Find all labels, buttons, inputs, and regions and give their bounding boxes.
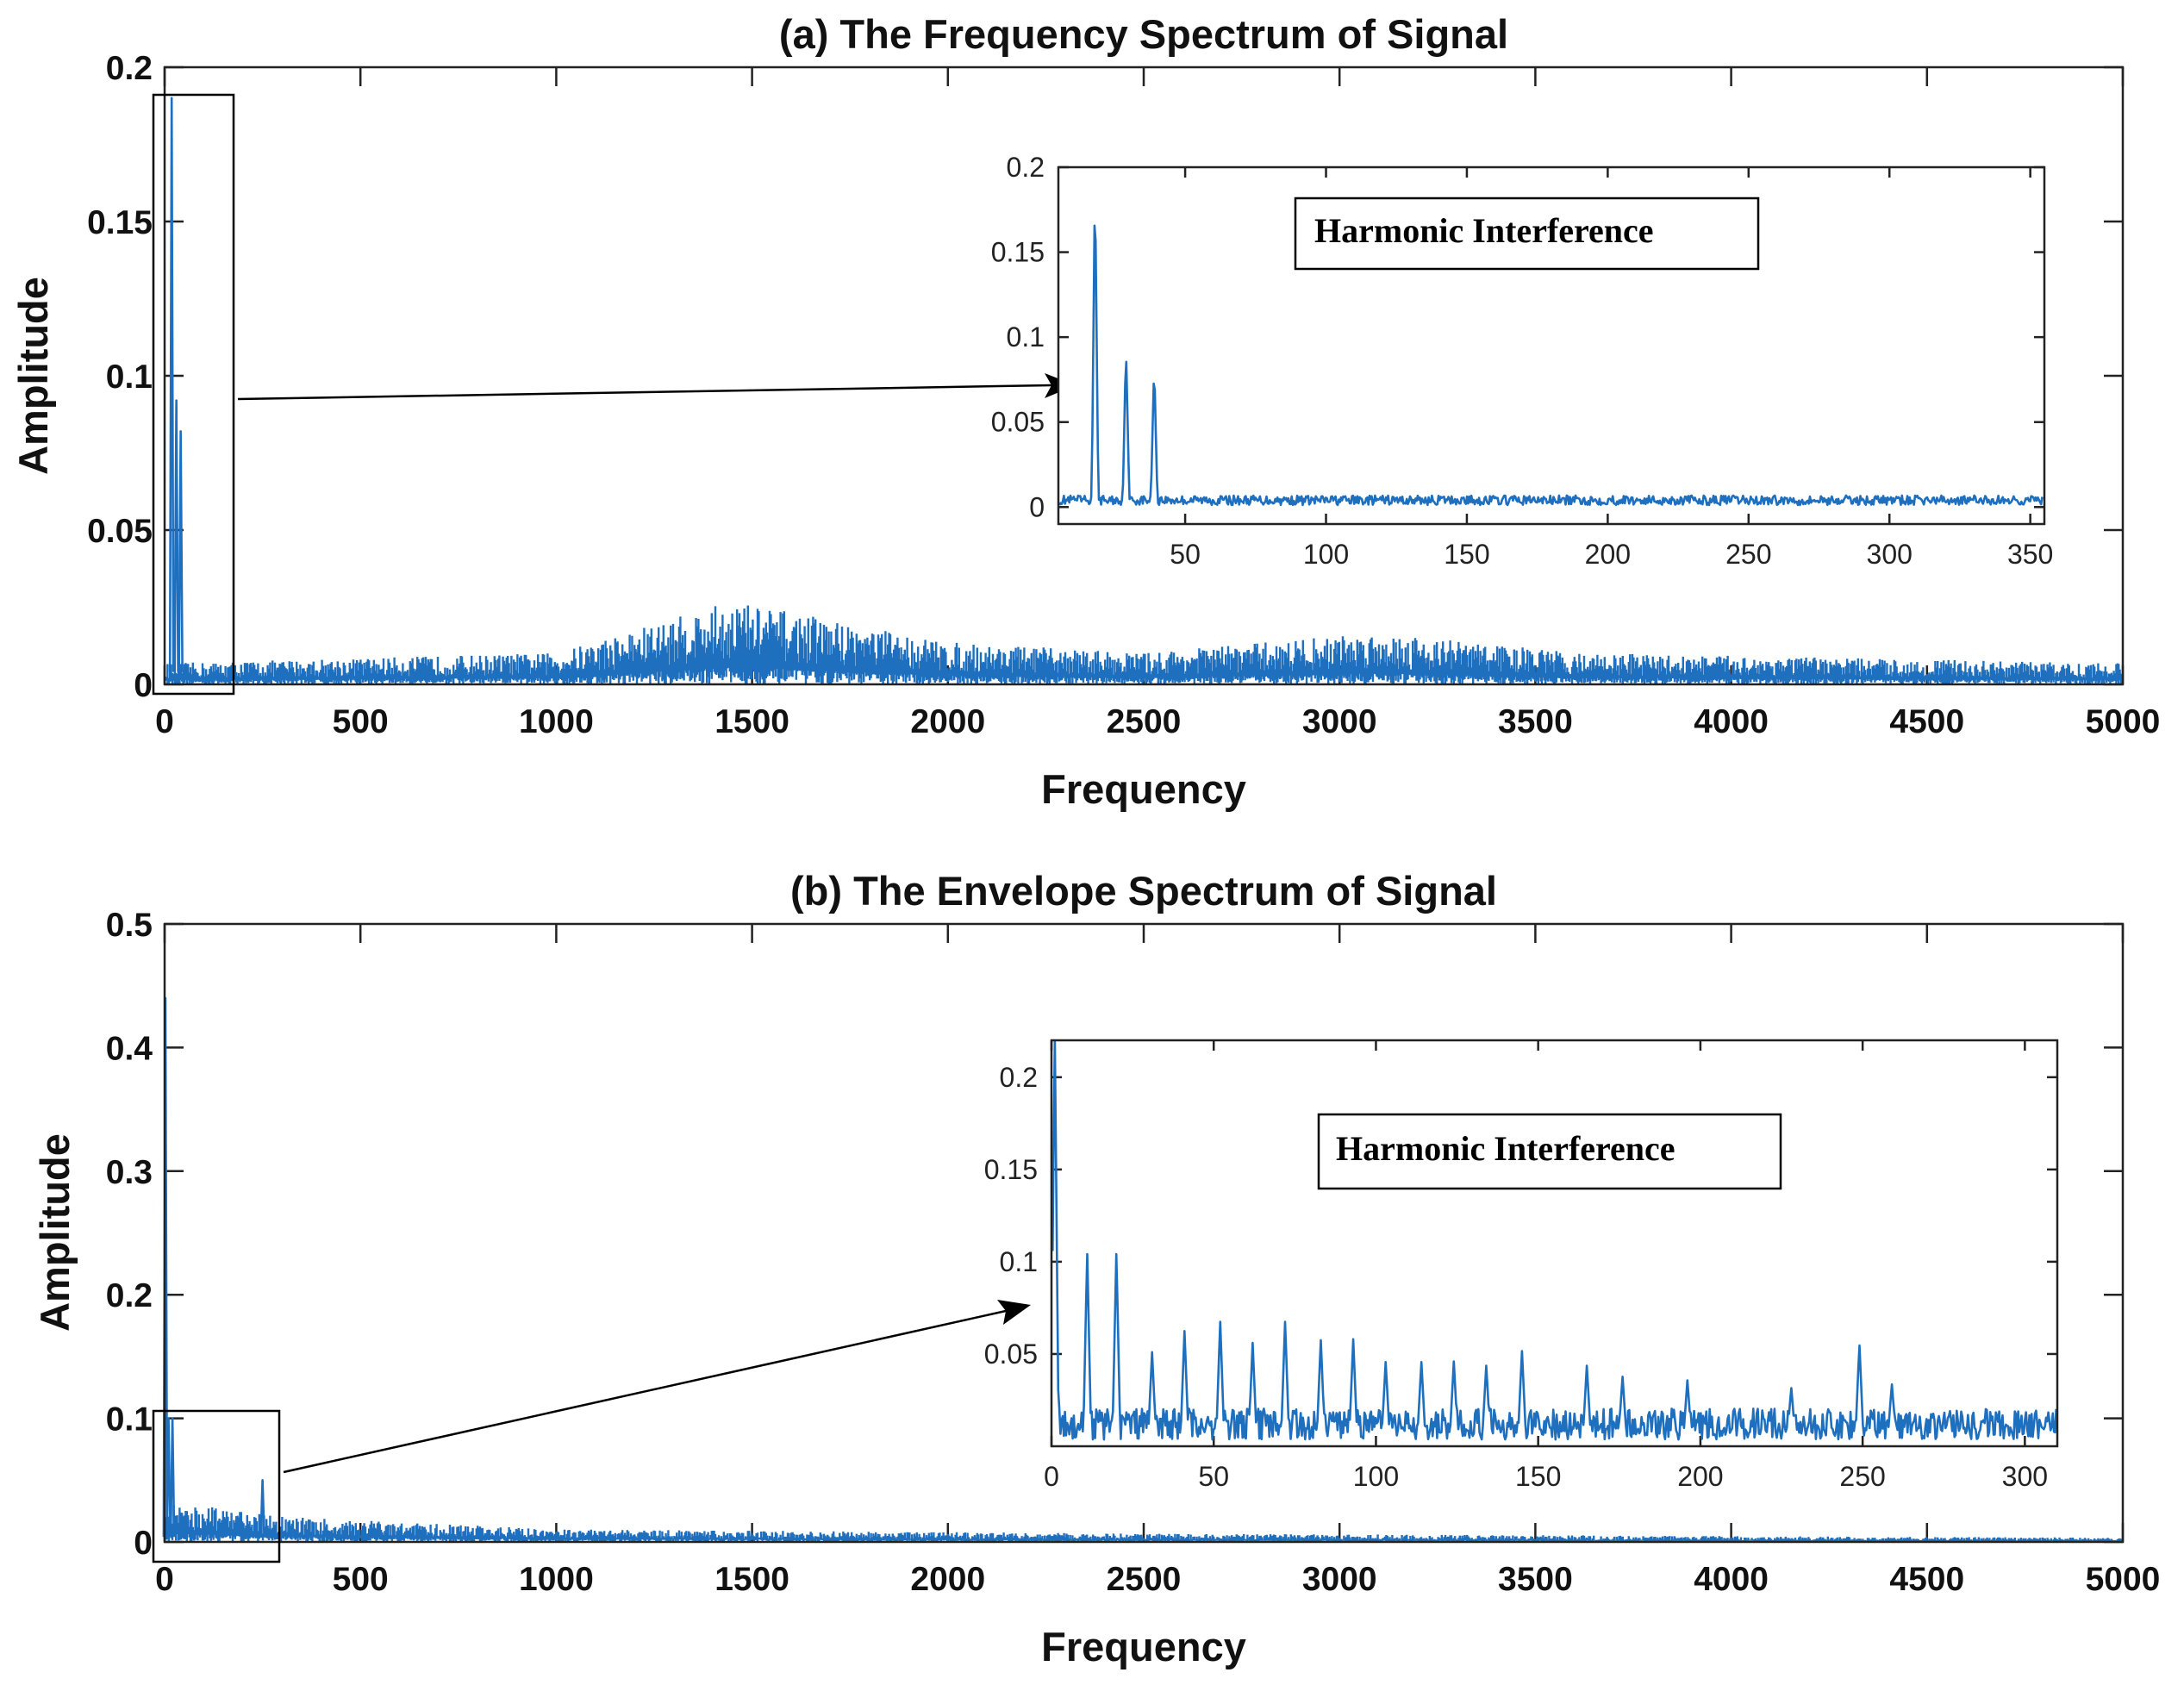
inset-zoom: 0 50 100 150 200 250 300 0.05 0.1 0.15 0.2 Harmoni… bbox=[984, 1039, 2059, 1492]
x-tick-label: 1000 bbox=[519, 1561, 594, 1598]
x-tick-label: 4500 bbox=[1889, 1561, 1964, 1598]
x-tick-label: 250 bbox=[1725, 539, 1771, 570]
x-tick-label: 3000 bbox=[1302, 1561, 1377, 1598]
spectral-peak bbox=[178, 430, 184, 672]
zoom-region-box bbox=[152, 1409, 281, 1563]
zoom-arrow-head bbox=[997, 1300, 1031, 1325]
zoom-region-box bbox=[152, 93, 235, 696]
x-axis-label: Frequency bbox=[1041, 766, 1246, 812]
legend-box bbox=[1317, 1113, 1782, 1190]
spectral-peak bbox=[165, 1417, 172, 1538]
x-tick-label: 500 bbox=[333, 703, 389, 740]
plot-area bbox=[163, 66, 2125, 686]
y-tick-label: 0.05 bbox=[991, 407, 1045, 438]
x-tick-label: 1500 bbox=[714, 703, 789, 740]
inset-data-series bbox=[1051, 1039, 2057, 1441]
x-tick-label: 3500 bbox=[1498, 1561, 1573, 1598]
x-tick-label: 5000 bbox=[2086, 1561, 2161, 1598]
x-tick-label: 200 bbox=[1585, 539, 1631, 570]
zoom-arrow-line bbox=[237, 384, 1052, 401]
x-tick-label: 300 bbox=[2002, 1461, 2048, 1492]
x-tick-label: 150 bbox=[1444, 539, 1489, 570]
x-tick-label: 50 bbox=[1198, 1461, 1229, 1492]
y-tick-label: 0.05 bbox=[984, 1339, 1038, 1370]
axis-ticks: 0 500 1000 1500 2000 2500 3000 3500 4000 4500 5000… bbox=[87, 50, 2160, 740]
inset-zoom: 50 100 150 200 250 300 350 0 0.05 0.1 0.15 0.2 Harm… bbox=[991, 152, 2054, 570]
chart-title: (b) The Envelope Spectrum of Signal bbox=[790, 868, 1497, 914]
y-tick-label: 0.2 bbox=[106, 50, 153, 87]
inset-plot-area bbox=[1050, 1039, 2059, 1448]
y-tick-label: 0.4 bbox=[106, 1030, 153, 1067]
x-tick-label: 100 bbox=[1353, 1461, 1399, 1492]
x-tick-label: 500 bbox=[333, 1561, 389, 1598]
y-tick-label: 0.5 bbox=[106, 907, 153, 944]
y-tick-label: 0.15 bbox=[87, 204, 153, 241]
spectral-peak bbox=[169, 1417, 176, 1538]
x-tick-label: 200 bbox=[1677, 1461, 1723, 1492]
x-tick-label: 4000 bbox=[1694, 1561, 1769, 1598]
x-tick-label: 0 bbox=[155, 703, 174, 740]
y-tick-label: 0.15 bbox=[991, 237, 1045, 268]
x-tick-label: 5000 bbox=[2086, 703, 2161, 740]
x-tick-label: 1000 bbox=[519, 703, 594, 740]
inset-trace bbox=[1058, 224, 2044, 507]
y-tick-label: 0.15 bbox=[984, 1154, 1038, 1185]
axis-ticks: 0 500 1000 1500 2000 2500 3000 3500 4000 4500 5000… bbox=[106, 907, 2161, 1598]
x-tick-label: 0 bbox=[155, 1561, 174, 1598]
x-tick-label: 3500 bbox=[1498, 703, 1573, 740]
data-series bbox=[165, 97, 2123, 684]
x-axis-label: Frequency bbox=[1041, 1624, 1246, 1669]
legend: Harmonic Interference bbox=[1294, 197, 1760, 271]
panel-frequency-spectrum: (a) The Frequency Spectrum of Signal Fre… bbox=[10, 11, 2160, 812]
x-tick-label: 150 bbox=[1515, 1461, 1561, 1492]
panel-envelope-spectrum: (b) The Envelope Spectrum of Signal Freq… bbox=[32, 868, 2160, 1669]
y-tick-label: 0.1 bbox=[106, 359, 153, 396]
zoom-arrow-line bbox=[283, 1309, 1007, 1474]
y-axis-label: Amplitude bbox=[10, 277, 56, 475]
y-tick-label: 0.1 bbox=[106, 1401, 153, 1438]
y-tick-label: 0 bbox=[134, 667, 153, 704]
spectral-peak bbox=[259, 1479, 265, 1538]
inset-plot-area bbox=[1057, 165, 2046, 526]
y-tick-label: 0 bbox=[134, 1525, 153, 1562]
y-tick-label: 0.2 bbox=[106, 1277, 153, 1314]
legend-box bbox=[1294, 197, 1760, 271]
x-tick-label: 2500 bbox=[1107, 703, 1182, 740]
x-tick-label: 0 bbox=[1044, 1461, 1059, 1492]
noise-band bbox=[165, 605, 2123, 684]
spectral-peak bbox=[168, 97, 175, 672]
y-tick-label: 0.05 bbox=[87, 513, 153, 550]
y-tick-label: 0 bbox=[1029, 491, 1045, 522]
x-tick-label: 2000 bbox=[910, 703, 985, 740]
x-tick-label: 4500 bbox=[1889, 703, 1964, 740]
y-tick-label: 0.2 bbox=[1007, 152, 1045, 183]
y-tick-label: 0.1 bbox=[1000, 1246, 1038, 1277]
inset-data-series bbox=[1058, 224, 2044, 507]
y-tick-label: 0.1 bbox=[1007, 321, 1045, 353]
x-tick-label: 2500 bbox=[1107, 1561, 1182, 1598]
spectral-peak bbox=[173, 399, 179, 672]
plot-area bbox=[163, 922, 2125, 1544]
x-tick-label: 250 bbox=[1839, 1461, 1885, 1492]
x-tick-label: 4000 bbox=[1694, 703, 1769, 740]
y-axis-label: Amplitude bbox=[32, 1133, 78, 1332]
y-tick-label: 0.2 bbox=[1000, 1062, 1038, 1093]
x-tick-label: 50 bbox=[1170, 539, 1201, 570]
legend-label: Harmonic Interference bbox=[1336, 1129, 1675, 1168]
inset-background bbox=[1051, 1040, 2057, 1446]
x-tick-label: 3000 bbox=[1302, 703, 1377, 740]
x-tick-label: 2000 bbox=[910, 1561, 985, 1598]
legend-label: Harmonic Interference bbox=[1314, 211, 1654, 250]
legend: Harmonic Interference bbox=[1317, 1113, 1782, 1190]
chart-title: (a) The Frequency Spectrum of Signal bbox=[779, 11, 1508, 57]
inset-trace bbox=[1051, 1039, 2057, 1441]
x-tick-label: 350 bbox=[2007, 539, 2053, 570]
x-tick-label: 100 bbox=[1303, 539, 1349, 570]
y-tick-label: 0.3 bbox=[106, 1154, 153, 1191]
inset-axis-ticks: 50 100 150 200 250 300 350 0 0.05 0.1 0.15 0.2 bbox=[991, 152, 2054, 570]
x-tick-label: 300 bbox=[1867, 539, 1913, 570]
x-tick-label: 1500 bbox=[714, 1561, 789, 1598]
